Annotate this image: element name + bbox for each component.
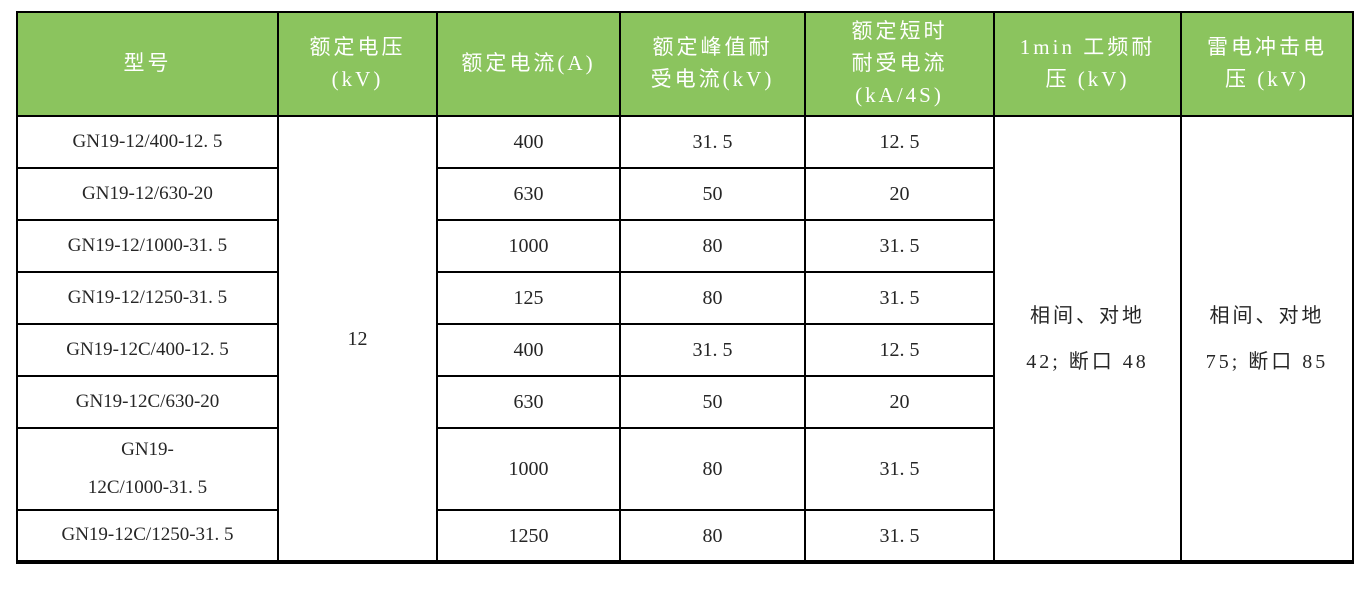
table-row: GN19-12C/400-12. 5 400 31. 5 12. 5	[16, 323, 1353, 377]
header-rated-current: 额定电流(A)	[436, 11, 621, 117]
cell-rated-current: 400	[436, 323, 621, 377]
header-peak-withstand-current: 额定峰值耐 受电流(kV)	[619, 11, 806, 117]
header-lightning-impulse-voltage: 雷电冲击电 压 (kV)	[1180, 11, 1354, 117]
cell-rated-current: 1000	[436, 219, 621, 273]
cell-rated-current: 125	[436, 271, 621, 325]
cell-model: GN19- 12C/1000-31. 5	[16, 427, 279, 511]
cell-peak-withstand: 50	[619, 375, 806, 429]
cell-model: GN19-12/1000-31. 5	[16, 219, 279, 273]
cell-rated-current: 1250	[436, 509, 621, 563]
cell-short-time: 31. 5	[804, 427, 995, 511]
table-row: GN19-12C/1250-31. 5 1250 80 31. 5	[16, 509, 1353, 563]
cell-model: GN19-12C/400-12. 5	[16, 323, 279, 377]
cell-short-time: 31. 5	[804, 509, 995, 563]
cell-peak-withstand: 31. 5	[619, 323, 806, 377]
cell-peak-withstand: 31. 5	[619, 115, 806, 169]
header-power-frequency-withstand-voltage: 1min 工频耐 压 (kV)	[993, 11, 1182, 117]
cell-power-freq-merged: 相间、对地 42; 断口 48	[993, 115, 1182, 563]
cell-model: GN19-12/1250-31. 5	[16, 271, 279, 325]
header-model: 型号	[16, 11, 279, 117]
cell-peak-withstand: 80	[619, 427, 806, 511]
header-short-time-withstand-current: 额定短时 耐受电流 (kA/4S)	[804, 11, 995, 117]
cell-lightning-merged: 相间、对地 75; 断口 85	[1180, 115, 1354, 563]
header-rated-voltage: 额定电压 (kV)	[277, 11, 438, 117]
cell-model: GN19-12/400-12. 5	[16, 115, 279, 169]
header-row: 型号 额定电压 (kV) 额定电流(A) 额定峰值耐 受电流(kV) 额定短时 …	[16, 11, 1354, 117]
cell-model: GN19-12/630-20	[16, 167, 279, 221]
table-row: GN19- 12C/1000-31. 5 1000 80 31. 5	[16, 427, 1353, 511]
cell-rated-current: 1000	[436, 427, 621, 511]
cell-short-time: 20	[804, 375, 995, 429]
cell-short-time: 31. 5	[804, 219, 995, 273]
cell-model: GN19-12C/1250-31. 5	[16, 509, 279, 563]
table-row: GN19-12C/630-20 630 50 20	[16, 375, 1353, 429]
table-row: GN19-12/1250-31. 5 125 80 31. 5	[16, 271, 1353, 325]
cell-short-time: 31. 5	[804, 271, 995, 325]
cell-peak-withstand: 50	[619, 167, 806, 221]
cell-peak-withstand: 80	[619, 271, 806, 325]
cell-rated-voltage-merged: 12	[277, 115, 438, 563]
cell-short-time: 20	[804, 167, 995, 221]
cell-rated-current: 400	[436, 115, 621, 169]
cell-model: GN19-12C/630-20	[16, 375, 279, 429]
table-row: GN19-12/630-20 630 50 20	[16, 167, 1353, 221]
cell-peak-withstand: 80	[619, 219, 806, 273]
cell-rated-current: 630	[436, 167, 621, 221]
cell-short-time: 12. 5	[804, 323, 995, 377]
cell-short-time: 12. 5	[804, 115, 995, 169]
spec-table: 型号 额定电压 (kV) 额定电流(A) 额定峰值耐 受电流(kV) 额定短时 …	[16, 11, 1354, 564]
cell-peak-withstand: 80	[619, 509, 806, 563]
cell-rated-current: 630	[436, 375, 621, 429]
table-row: GN19-12/400-12. 5 12 400 31. 5 12. 5 相间、…	[16, 115, 1354, 563]
table-row: GN19-12/1000-31. 5 1000 80 31. 5	[16, 219, 1353, 273]
